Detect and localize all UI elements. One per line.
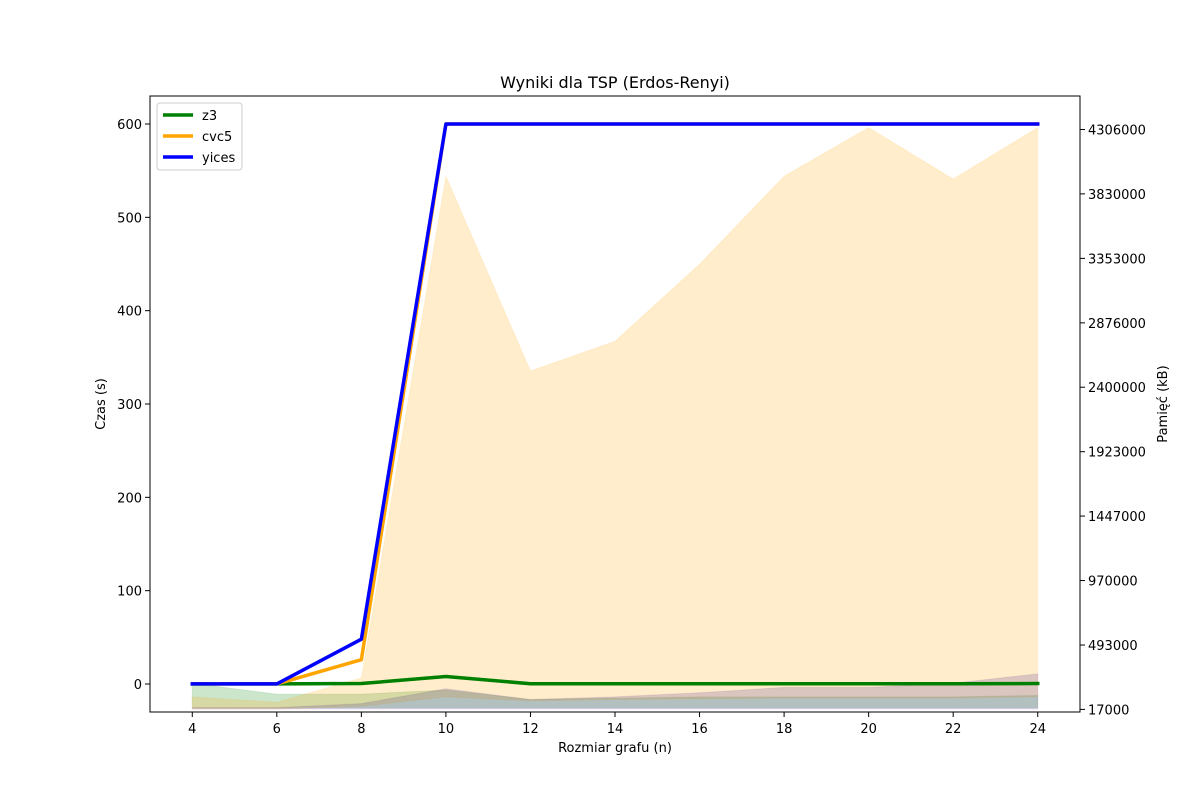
- series-line-yices: [190, 122, 1040, 686]
- y-axis-right: 17000 493000 970000 1447000 1923000 2400000 28…: [1080, 124, 1146, 718]
- legend-label-cvc5: cvc5: [202, 130, 232, 145]
- memory-bands: [191, 126, 1039, 710]
- x-tick-label: 8: [357, 722, 365, 737]
- y2-tick-label: 2400000: [1088, 381, 1146, 396]
- y-tick-label: 400: [117, 305, 142, 320]
- y2-tick-label: 3830000: [1088, 188, 1146, 203]
- y2-tick-label: 493000: [1088, 639, 1138, 654]
- x-tick-label: 16: [691, 722, 708, 737]
- x-tick-label: 10: [438, 722, 455, 737]
- legend-label-z3: z3: [202, 109, 217, 124]
- y2-tick-label: 1447000: [1088, 510, 1146, 525]
- legend-label-yices: yices: [202, 151, 235, 166]
- series-line-z3: [190, 674, 1040, 686]
- y2-tick-label: 2876000: [1088, 317, 1146, 332]
- y-tick-label: 600: [117, 118, 142, 133]
- x-tick-label: 20: [860, 722, 877, 737]
- y2-tick-label: 3353000: [1088, 252, 1146, 267]
- y-tick-label: 0: [134, 678, 142, 693]
- memory-band-z3: [191, 682, 1039, 709]
- x-tick-label: 22: [945, 722, 962, 737]
- memory-band-cvc5: [191, 126, 1039, 710]
- y2-axis-label: Pamięć (kB): [1156, 365, 1171, 442]
- y-tick-label: 500: [117, 211, 142, 226]
- y2-tick-label: 4306000: [1088, 124, 1146, 139]
- memory-band-yices: [191, 673, 1039, 710]
- x-tick-label: 4: [188, 722, 196, 737]
- chart-title: Wyniki dla TSP (Erdos-Renyi): [500, 73, 730, 92]
- y-tick-label: 200: [117, 491, 142, 506]
- y-axis-left: 0 100 200 300 400 500 600: [117, 118, 150, 693]
- legend-box: [156, 102, 243, 171]
- x-tick-label: 14: [607, 722, 624, 737]
- y-tick-label: 300: [117, 398, 142, 413]
- x-axis: 4 6 8 10 12 14 16 18 20 22 24: [188, 712, 1046, 737]
- x-tick-label: 6: [273, 722, 281, 737]
- y2-tick-label: 17000: [1088, 703, 1129, 718]
- y2-tick-label: 1923000: [1088, 446, 1146, 461]
- x-tick-label: 12: [522, 722, 539, 737]
- y-axis-label: Czas (s): [94, 378, 109, 430]
- x-axis-label: Rozmiar grafu (n): [558, 741, 672, 756]
- x-tick-label: 24: [1029, 722, 1046, 737]
- y2-tick-label: 970000: [1088, 575, 1138, 590]
- x-tick-label: 18: [776, 722, 793, 737]
- time-lines: [190, 122, 1040, 686]
- legend: z3 cvc5 yices: [156, 102, 243, 171]
- y-tick-label: 100: [117, 585, 142, 600]
